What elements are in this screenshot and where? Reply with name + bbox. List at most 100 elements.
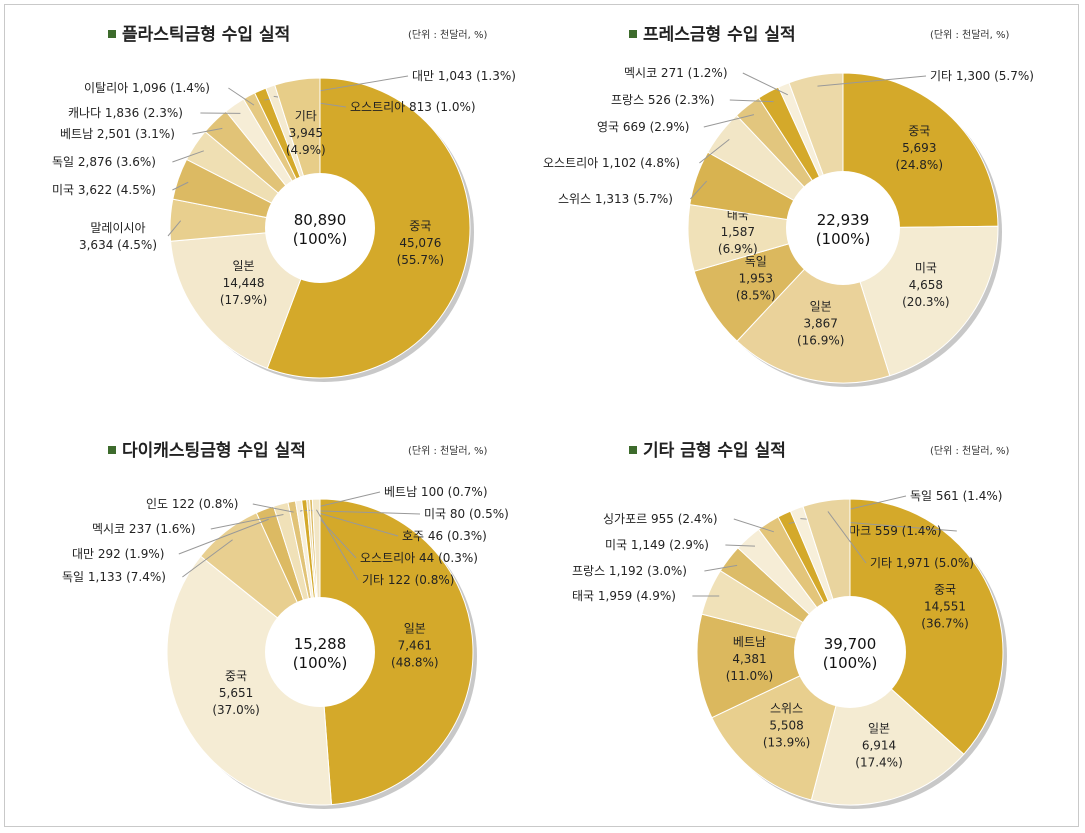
leader-line (704, 564, 738, 572)
leader-line (182, 539, 233, 578)
slice-label-1: (24.8%) (896, 158, 943, 172)
chart-title: 플라스틱금형 수입 실적 (122, 24, 290, 45)
slice-label-2: 14,448 (223, 276, 265, 290)
slice-label-11: 기타 122 (0.8%) (362, 573, 454, 587)
slice-label-4: (11.0%) (726, 669, 773, 683)
leader-line (703, 114, 755, 128)
slice-label-3: 말레이시아 (90, 221, 145, 235)
slice-label-3: (13.9%) (763, 736, 810, 750)
leader-line (228, 87, 255, 106)
slice-label-11: 기타 1,300 (5.7%) (930, 69, 1034, 83)
leader-line (699, 138, 730, 164)
leader-line (690, 180, 708, 200)
slice-label-4: 독일 (745, 255, 767, 269)
pie-slice-2 (166, 555, 333, 806)
total-percent: (100%) (816, 230, 871, 248)
slice-label-6: 프랑스 1,192 (3.0%) (572, 564, 687, 578)
slice-label-5: 1,587 (721, 225, 755, 239)
leader-line (729, 99, 774, 103)
figure-frame (4, 4, 1079, 827)
leader-line (172, 150, 204, 163)
pie-slice-1 (849, 498, 1004, 755)
slice-label-8: 싱가포르 955 (2.4%) (603, 512, 718, 526)
slice-label-2: (20.3%) (902, 295, 949, 309)
chart-title: 기타 금형 수입 실적 (643, 440, 786, 461)
slice-label-1: (48.8%) (391, 655, 438, 669)
total-value: 80,890 (294, 211, 347, 229)
slice-label-4: (8.5%) (736, 289, 776, 303)
slice-label-11: 기타 1,971 (5.0%) (870, 556, 974, 570)
total-value: 15,288 (294, 635, 347, 653)
total-percent: (100%) (293, 230, 348, 248)
slice-label-11: (4.9%) (286, 143, 326, 157)
leader-line (252, 503, 294, 513)
slice-label-2: 6,914 (862, 739, 896, 753)
leader-line (316, 509, 359, 581)
leader-line (305, 509, 421, 515)
total-value: 39,700 (824, 635, 877, 653)
slice-label-1: 5,693 (902, 141, 936, 155)
slice-label-2: 미국 (915, 261, 937, 275)
title-bullet (108, 446, 116, 454)
chart-title: 프레스금형 수입 실적 (643, 24, 796, 45)
unit-label: (단위 : 천달러, %) (408, 444, 487, 457)
slice-label-10: 멕시코 271 (1.2%) (624, 66, 728, 80)
unit-label: (단위 : 천달러, %) (930, 444, 1009, 457)
pie-chart-3: 다이캐스팅금형 수입 실적 (단위 : 천달러, %) 일본 7,461 (48.8%)… (62, 440, 509, 809)
chart-title: 다이캐스팅금형 수입 실적 (122, 440, 306, 461)
pie-chart-1: 플라스틱금형 수입 실적 (단위 : 천달러, %) 중국 45,076 (55.7%)… (52, 24, 516, 382)
title-bullet (629, 446, 637, 454)
leader-line (210, 514, 284, 530)
unit-label: (단위 : 천달러, %) (408, 28, 487, 41)
slice-label-1: 45,076 (399, 236, 441, 250)
slice-label-2: (37.0%) (212, 703, 259, 717)
slice-label-3: 독일 1,133 (7.4%) (62, 570, 166, 584)
leader-line (733, 518, 774, 533)
slice-label-3: 5,508 (769, 719, 803, 733)
leader-line (192, 127, 223, 135)
slice-label-9: 독일 561 (1.4%) (910, 489, 1002, 503)
slice-label-11: 3,945 (289, 126, 323, 140)
slice-label-9: 호주 46 (0.3%) (402, 529, 487, 543)
slice-label-1: 중국 (908, 124, 930, 138)
slice-label-5: 멕시코 237 (1.6%) (92, 522, 196, 536)
slice-value-3: 3,634 (4.5%) (79, 238, 157, 252)
leader-line (827, 511, 867, 564)
pie-slice-4 (696, 613, 852, 719)
slice-label-1: 7,461 (398, 638, 432, 652)
pie-chart-2: 프레스금형 수입 실적 (단위 : 천달러, %) 중국 5,693 (24.8%) 미국… (543, 24, 1034, 387)
slice-label-2: 중국 (225, 669, 247, 683)
slice-label-6: 스위스 1,313 (5.7%) (558, 192, 673, 206)
slice-label-4: 미국 3,622 (4.5%) (52, 183, 156, 197)
slice-label-2: 4,658 (909, 278, 943, 292)
slice-label-1: 중국 (934, 583, 956, 597)
slice-label-7: 오스트리아 1,102 (4.8%) (543, 156, 680, 170)
slice-label-7: 베트남 100 (0.7%) (384, 485, 488, 499)
slice-label-5: (6.9%) (718, 242, 758, 256)
slice-label-6: 베트남 2,501 (3.1%) (60, 127, 175, 141)
slice-label-2: 5,651 (219, 686, 253, 700)
donut-hole (265, 173, 375, 283)
slice-label-1: 14,551 (924, 600, 966, 614)
slice-label-8: 이탈리아 1,096 (1.4%) (84, 81, 210, 95)
slice-label-6: 인도 122 (0.8%) (146, 497, 238, 511)
slice-label-4: 1,953 (739, 272, 773, 286)
slice-label-5: 태국 1,959 (4.9%) (572, 589, 676, 603)
total-value: 22,939 (817, 211, 870, 229)
slice-label-9: 대만 1,043 (1.3%) (412, 69, 516, 83)
slice-label-3: 스위스 (770, 702, 803, 716)
slice-label-1: (55.7%) (397, 253, 444, 267)
slice-label-8: 영국 669 (2.9%) (597, 120, 689, 134)
slice-label-3: 3,867 (804, 316, 838, 330)
slice-label-9: 프랑스 526 (2.3%) (611, 93, 715, 107)
leader-line (817, 75, 927, 87)
slice-label-2: (17.9%) (220, 293, 267, 307)
donut-hole (794, 596, 906, 708)
slice-label-3: (16.9%) (797, 333, 844, 347)
slice-label-4: 대만 292 (1.9%) (72, 547, 164, 561)
slice-label-4: 4,381 (732, 652, 766, 666)
slice-label-10: 덴마크 559 (1.4%) (838, 524, 942, 538)
slice-label-1: (36.7%) (921, 617, 968, 631)
total-percent: (100%) (293, 654, 348, 672)
